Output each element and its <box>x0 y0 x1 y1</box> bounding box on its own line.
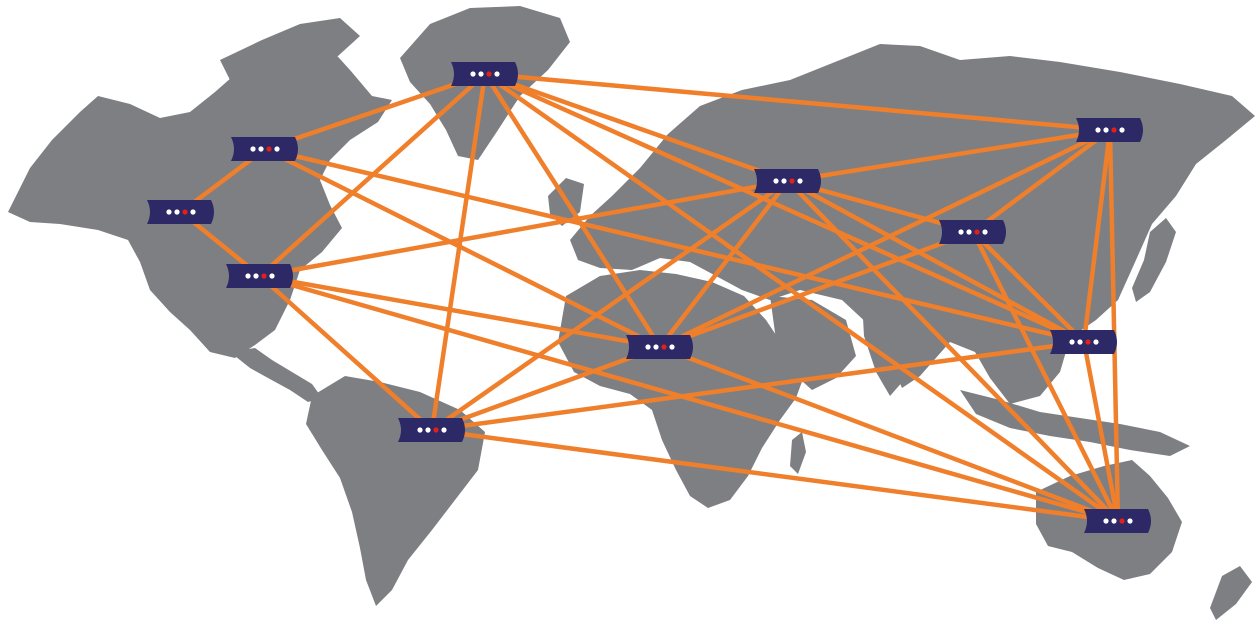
link-scandinavia-canada-east <box>262 71 488 152</box>
status-light-icon <box>182 209 188 215</box>
link-north-africa-brazil <box>429 344 663 433</box>
status-light-icon <box>966 229 972 235</box>
status-light-icon <box>166 209 172 215</box>
link-usa-east-brazil <box>257 273 435 433</box>
link-scandinavia-australia <box>482 71 1121 524</box>
status-light-icon <box>266 146 272 152</box>
router-icon-central-asia <box>939 220 1006 244</box>
status-light-icon <box>1119 127 1125 133</box>
link-russia-west-australia <box>785 178 1121 524</box>
link-russia-west-scandinavia <box>482 71 791 184</box>
router-icon-scandinavia <box>451 62 518 86</box>
link-scandinavia-brazil <box>429 71 488 433</box>
status-light-icon <box>1093 339 1099 345</box>
link-russia-east-central-asia <box>970 127 1113 235</box>
status-light-icon <box>661 344 667 350</box>
new-zealand-landmass <box>1210 566 1252 620</box>
status-light-icon <box>190 209 196 215</box>
japan-landmass <box>1132 218 1176 302</box>
status-light-icon <box>494 71 500 77</box>
link-scandinavia-russia-east <box>482 71 1113 133</box>
link-north-africa-australia <box>657 344 1121 524</box>
canada-islands-landmass <box>220 18 360 84</box>
southeast-asia-islands-landmass <box>960 390 1190 456</box>
router-icon-australia <box>1084 509 1151 533</box>
link-russia-west-north-africa <box>657 178 791 350</box>
status-light-icon <box>653 344 659 350</box>
link-russia-east-east-asia <box>1081 127 1113 345</box>
status-light-icon <box>773 178 779 184</box>
status-light-icon <box>274 146 280 152</box>
link-canada-east-east-asia <box>262 146 1087 345</box>
router-icon-canada-east <box>231 137 298 161</box>
link-usa-east-north-africa <box>257 273 663 350</box>
network-nodes <box>147 62 1151 533</box>
status-light-icon <box>253 273 259 279</box>
router-icon-usa-east <box>226 264 293 288</box>
network-links <box>178 71 1121 524</box>
status-light-icon <box>174 209 180 215</box>
status-light-icon <box>1095 127 1101 133</box>
status-light-icon <box>441 427 447 433</box>
link-russia-east-north-africa <box>657 127 1113 350</box>
status-light-icon <box>245 273 251 279</box>
link-usa-east-australia <box>257 273 1121 524</box>
status-light-icon <box>470 71 476 77</box>
status-light-icon <box>669 344 675 350</box>
router-icon-russia-west <box>754 169 821 193</box>
status-light-icon <box>1085 339 1091 345</box>
link-russia-west-brazil <box>429 178 791 433</box>
status-light-icon <box>258 146 264 152</box>
africa-landmass <box>558 270 804 508</box>
status-light-icon <box>250 146 256 152</box>
router-icon-north-africa <box>626 335 693 359</box>
world-landmass <box>8 6 1255 620</box>
link-russia-west-russia-east <box>785 127 1113 184</box>
status-light-icon <box>789 178 795 184</box>
status-light-icon <box>486 71 492 77</box>
status-light-icon <box>974 229 980 235</box>
status-light-icon <box>1077 339 1083 345</box>
status-light-icon <box>958 229 964 235</box>
status-light-icon <box>797 178 803 184</box>
router-icon-russia-east <box>1076 118 1143 142</box>
status-light-icon <box>781 178 787 184</box>
link-east-asia-australia <box>1081 339 1121 524</box>
status-light-icon <box>417 427 423 433</box>
status-light-icon <box>1111 518 1117 524</box>
router-icon-east-asia <box>1050 330 1117 354</box>
central-america-landmass <box>230 348 322 402</box>
status-light-icon <box>261 273 267 279</box>
status-light-icon <box>1069 339 1075 345</box>
status-light-icon <box>433 427 439 433</box>
link-central-asia-australia <box>970 229 1121 524</box>
status-light-icon <box>478 71 484 77</box>
link-russia-east-australia <box>1107 127 1121 524</box>
status-light-icon <box>1127 518 1133 524</box>
madagascar-landmass <box>790 432 806 474</box>
status-light-icon <box>1119 518 1125 524</box>
status-light-icon <box>1111 127 1117 133</box>
status-light-icon <box>645 344 651 350</box>
link-central-asia-north-africa <box>657 229 976 350</box>
link-russia-west-east-asia <box>785 178 1087 345</box>
link-scandinavia-east-asia <box>482 71 1087 345</box>
status-light-icon <box>269 273 275 279</box>
status-light-icon <box>425 427 431 433</box>
link-central-asia-east-asia <box>970 229 1087 345</box>
status-light-icon <box>982 229 988 235</box>
router-icon-canada-west <box>147 200 214 224</box>
link-brazil-australia <box>429 427 1121 524</box>
status-light-icon <box>1103 127 1109 133</box>
router-icon-brazil <box>398 418 465 442</box>
status-light-icon <box>1103 518 1109 524</box>
link-scandinavia-north-africa <box>482 71 663 350</box>
link-usa-east-russia-west <box>257 178 791 279</box>
